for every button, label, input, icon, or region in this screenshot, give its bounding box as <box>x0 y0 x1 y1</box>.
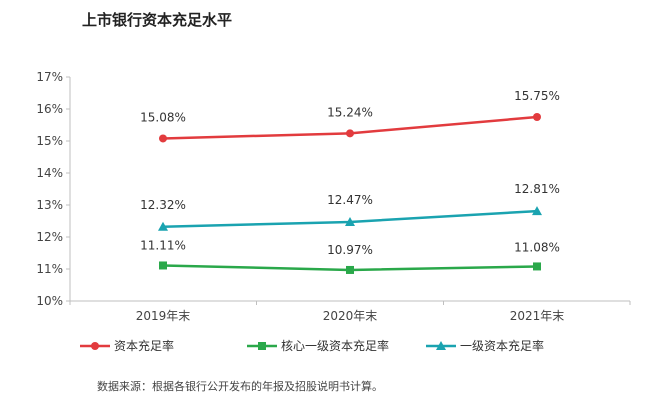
y-tick-label: 11% <box>36 262 63 276</box>
legend-label: 资本充足率 <box>114 338 174 353</box>
data-label: 12.81% <box>514 182 560 196</box>
legend-marker <box>91 342 99 350</box>
data-label: 15.75% <box>514 89 560 103</box>
data-point <box>533 113 541 121</box>
data-point <box>346 265 354 274</box>
source-note: 数据来源：根据各银行公开发布的年报及招股说明书计算。 <box>97 380 383 393</box>
x-tick-label: 2019年末 <box>136 309 191 323</box>
data-point <box>346 129 354 138</box>
data-label: 12.47% <box>327 193 373 207</box>
data-point <box>159 261 167 270</box>
x-tick-label: 2020年末 <box>323 309 378 323</box>
y-tick-label: 15% <box>36 134 63 148</box>
data-label: 12.32% <box>140 198 186 212</box>
data-point <box>159 134 167 143</box>
data-label: 11.08% <box>514 240 560 254</box>
y-tick-label: 12% <box>36 230 63 244</box>
data-point <box>345 216 355 226</box>
y-tick-label: 14% <box>36 166 63 180</box>
legend-label: 核心一级资本充足率 <box>281 338 389 353</box>
y-tick-label: 17% <box>36 70 63 84</box>
legend-label: 一级资本充足率 <box>460 338 544 353</box>
chart-title: 上市银行资本充足水平 <box>82 11 233 29</box>
data-point <box>158 221 168 231</box>
data-label: 10.97% <box>327 243 373 257</box>
data-point <box>532 206 542 216</box>
data-label: 11.11% <box>140 238 186 252</box>
y-tick-label: 10% <box>36 294 63 308</box>
data-label: 15.24% <box>327 105 373 119</box>
data-point <box>533 262 541 271</box>
data-label: 15.08% <box>140 110 186 124</box>
y-tick-label: 13% <box>36 198 63 212</box>
y-tick-label: 16% <box>36 102 63 116</box>
legend-marker <box>258 342 266 350</box>
legend-marker <box>436 341 446 350</box>
x-tick-label: 2021年末 <box>510 309 565 323</box>
